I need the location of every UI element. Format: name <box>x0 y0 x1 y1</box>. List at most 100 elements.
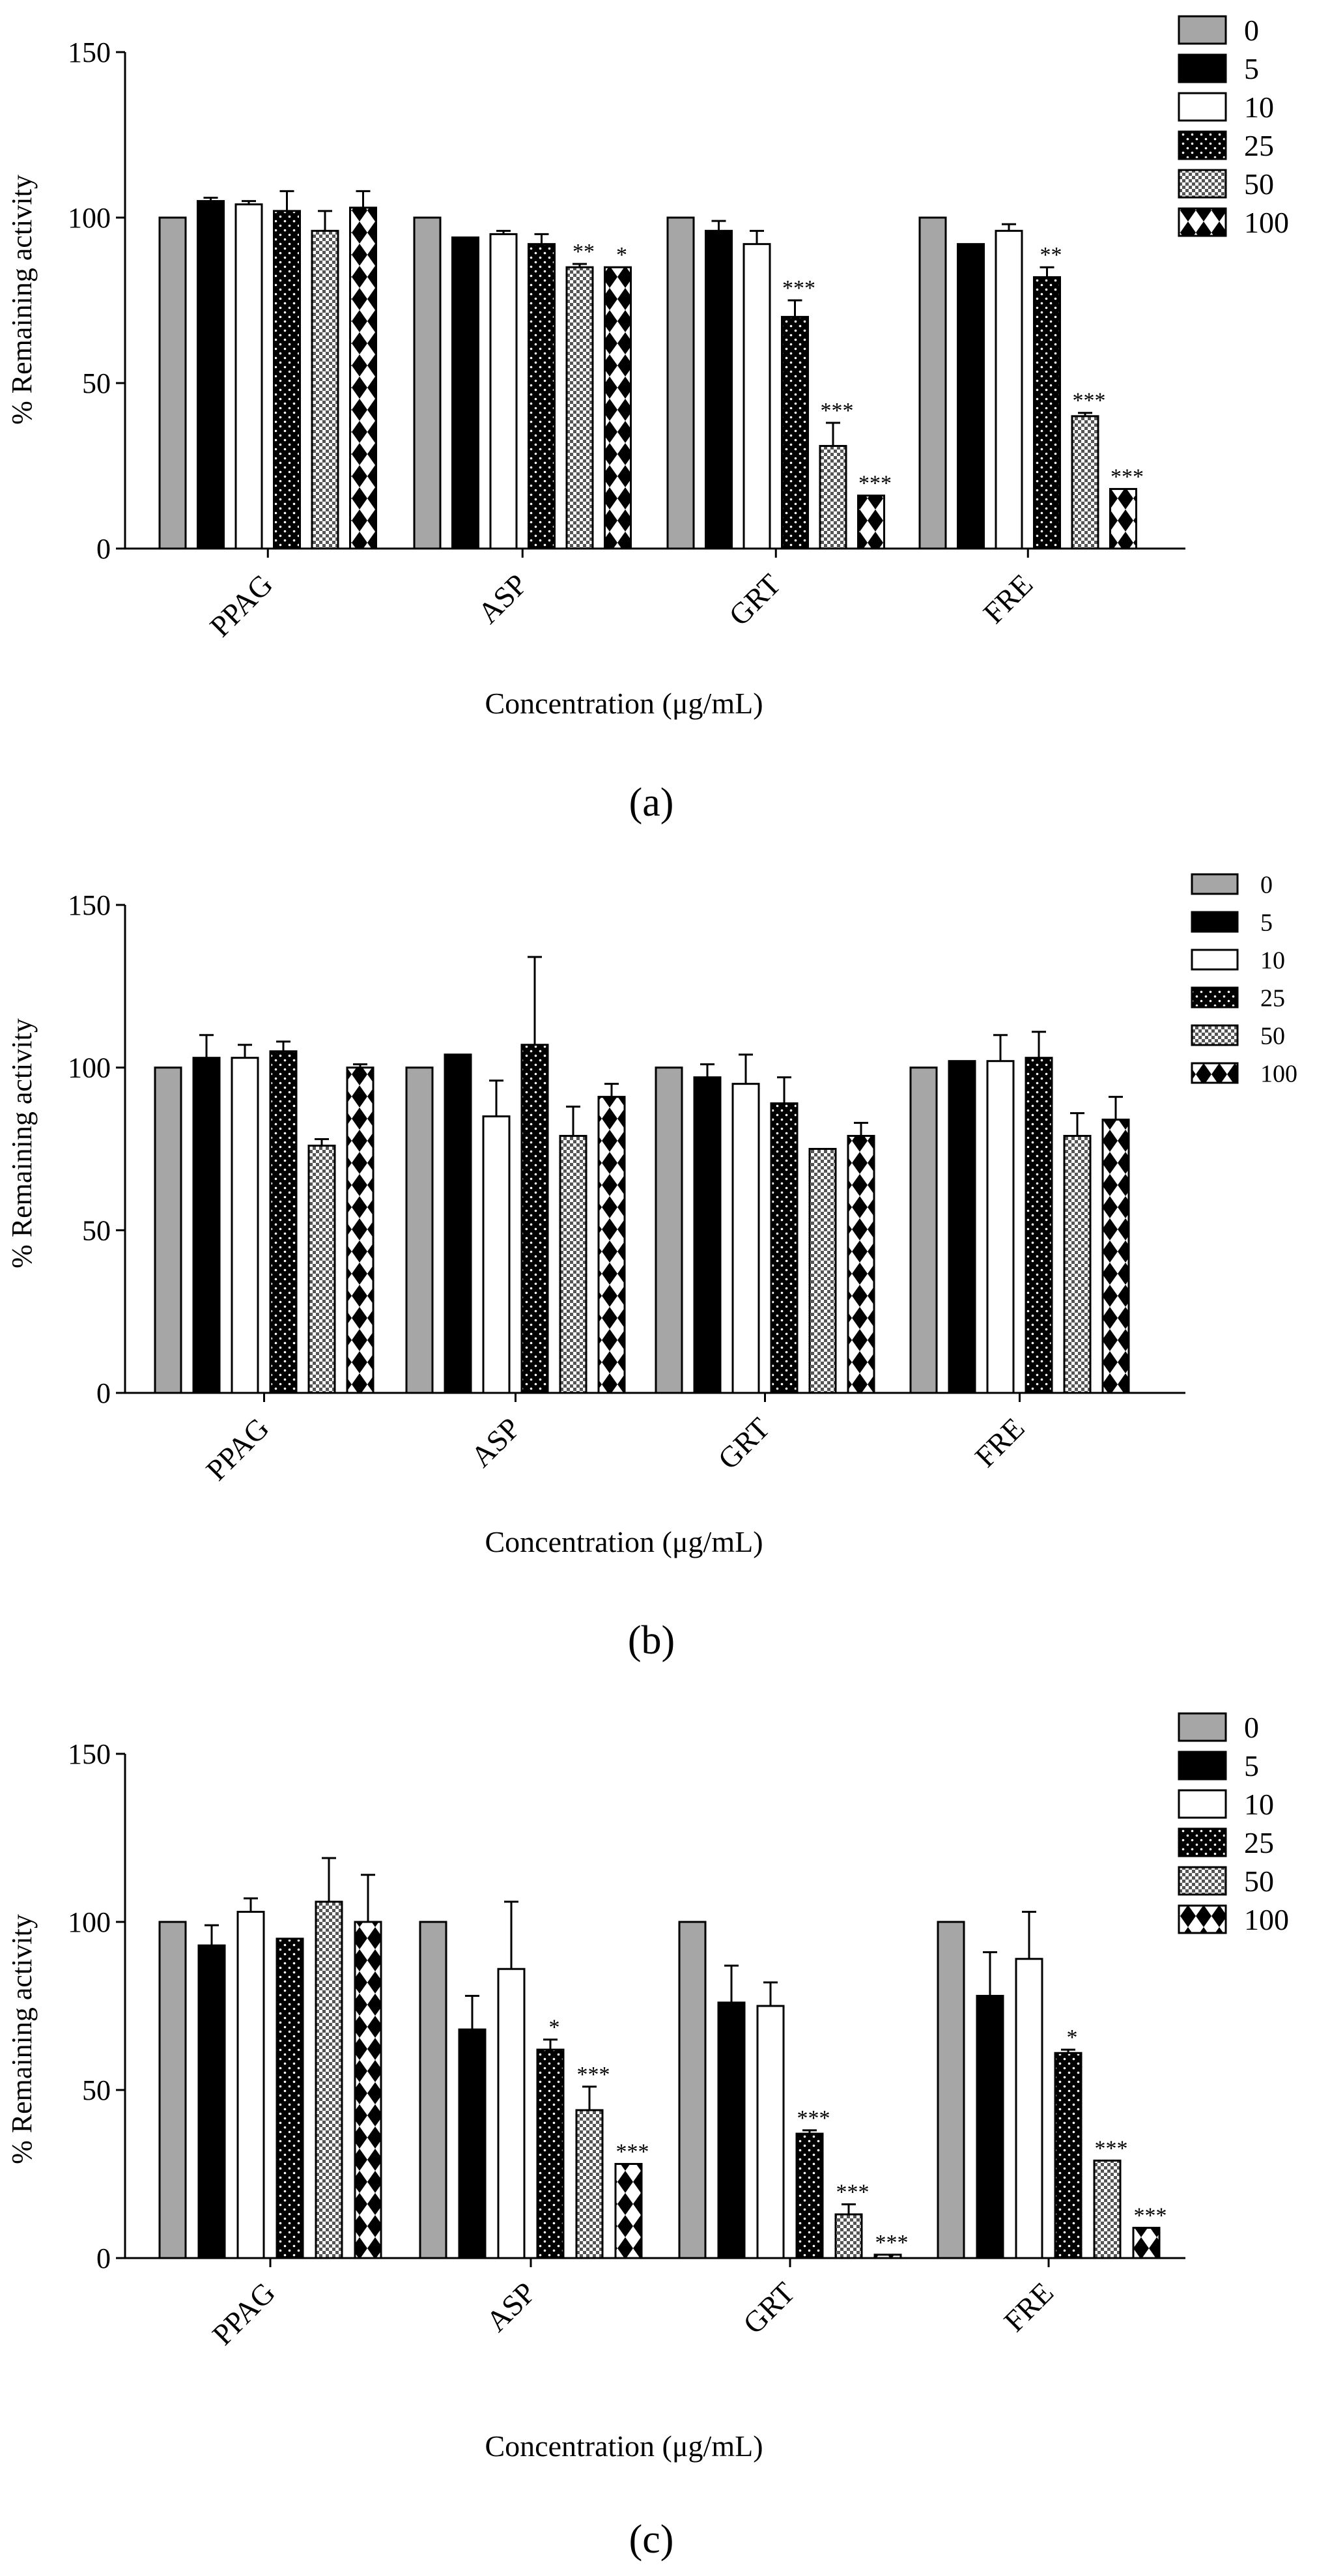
y-tick-label: 50 <box>82 1214 111 1246</box>
category-label-asp: ASP <box>464 1411 527 1474</box>
panel-label-c: (c) <box>629 2517 674 2562</box>
legend-label-25: 25 <box>1244 129 1274 162</box>
legend-swatch-0 <box>1178 1712 1227 1742</box>
y-axis-label: % Remaining activity <box>6 175 38 425</box>
bar-0-FRE <box>909 1066 938 1394</box>
bar-5-GRT <box>717 2001 746 2259</box>
y-axis-label: % Remaining activity <box>6 1018 38 1268</box>
legend-label-50: 50 <box>1244 167 1274 201</box>
bar-100-ASP <box>597 1096 626 1394</box>
axes <box>124 52 1185 550</box>
y-ticks: 0 50 100 150 <box>68 36 125 565</box>
category-label-grt: GRT <box>711 1411 776 1476</box>
legend-swatch-5 <box>1178 53 1227 83</box>
bar-25-FRE <box>1033 276 1061 550</box>
legend-swatch-25 <box>1191 986 1239 1009</box>
bar-50-GRT <box>808 1148 837 1394</box>
category-label-ppag: PPAG <box>199 1411 275 1487</box>
category-label-grt: GRT <box>722 567 787 632</box>
significance-marker: * <box>1067 2025 1078 2050</box>
significance-marker: *** <box>616 2140 649 2164</box>
legend-swatch-50 <box>1178 169 1227 199</box>
y-tick-label: 100 <box>68 202 111 234</box>
bar-0-PPAG <box>158 216 187 550</box>
bar-50-PPAG <box>307 1145 336 1394</box>
bar-100-PPAG <box>349 207 377 550</box>
bar-series: *********************** <box>158 1857 1167 2259</box>
y-tick-label: 150 <box>68 889 111 921</box>
legend-label-5: 5 <box>1260 909 1273 936</box>
legend-label-100: 100 <box>1244 206 1289 239</box>
legend-label-10: 10 <box>1260 947 1285 974</box>
legend-swatch-10 <box>1178 1789 1227 1819</box>
legend-swatch-0 <box>1178 15 1227 45</box>
significance-marker: ** <box>573 240 595 264</box>
bar-25-ASP <box>536 2048 565 2259</box>
bar-10-GRT <box>743 243 771 550</box>
y-ticks: 0 50 100 150 <box>68 889 125 1409</box>
legend: 0 5 10 25 50 100 <box>1178 14 1289 239</box>
bar-25-PPAG <box>269 1050 298 1394</box>
x-axis-label: Concentration (μg/mL) <box>485 2429 763 2463</box>
legend-swatch-0 <box>1191 873 1239 895</box>
significance-marker: * <box>549 2016 560 2040</box>
legend-label-50: 50 <box>1260 1022 1285 1050</box>
legend-label-0: 0 <box>1244 14 1259 47</box>
legend-swatch-50 <box>1191 1024 1239 1046</box>
y-tick-label: 0 <box>96 1377 111 1409</box>
bar-0-GRT <box>666 216 695 550</box>
bar-100-ASP <box>604 266 632 550</box>
legend-label-100: 100 <box>1244 1903 1289 1936</box>
bar-0-FRE <box>937 1921 965 2259</box>
y-tick-label: 100 <box>68 1906 111 1938</box>
category-label-fre: FRE <box>997 2276 1060 2338</box>
bar-25-FRE <box>1054 2052 1082 2259</box>
significance-marker: *** <box>1111 465 1144 489</box>
bar-25-GRT <box>781 315 809 550</box>
bar-50-FRE <box>1093 2159 1122 2259</box>
bar-0-GRT <box>655 1066 683 1394</box>
bar-5-GRT <box>705 229 733 550</box>
bar-5-ASP <box>451 236 479 550</box>
bar-0-ASP <box>413 216 442 550</box>
legend-swatch-25 <box>1178 130 1227 160</box>
legend-label-50: 50 <box>1244 1865 1274 1898</box>
legend-label-0: 0 <box>1260 871 1273 898</box>
bar-50-PPAG <box>311 229 339 550</box>
legend-swatch-10 <box>1178 92 1227 122</box>
bar-50-FRE <box>1063 1135 1092 1394</box>
axes <box>124 1754 1185 2259</box>
x-axis-label: Concentration (μg/mL) <box>485 1525 763 1558</box>
bar-100-FRE <box>1101 1119 1130 1394</box>
significance-marker: *** <box>797 2106 830 2130</box>
bar-50-ASP <box>575 2109 604 2259</box>
bar-5-ASP <box>458 2028 487 2259</box>
bar-10-GRT <box>756 2005 785 2259</box>
bar-50-FRE <box>1071 415 1099 550</box>
legend: 0 5 10 25 50 100 <box>1191 871 1297 1087</box>
bar-5-GRT <box>693 1076 722 1394</box>
y-tick-label: 150 <box>68 36 111 68</box>
significance-marker: * <box>616 243 627 267</box>
category-labels: PPAG ASP GRT FRE <box>203 549 1039 643</box>
bar-5-PPAG <box>197 200 225 550</box>
bar-5-FRE <box>976 1995 1004 2259</box>
significance-marker: *** <box>858 472 892 496</box>
bar-5-ASP <box>444 1053 472 1394</box>
significance-marker: *** <box>1134 2204 1167 2228</box>
legend-label-10: 10 <box>1244 1788 1274 1821</box>
bar-10-FRE <box>1015 1958 1043 2259</box>
legend-label-25: 25 <box>1244 1826 1274 1859</box>
category-label-fre: FRE <box>969 1411 1031 1474</box>
significance-marker: *** <box>782 276 815 300</box>
legend-label-25: 25 <box>1260 984 1285 1012</box>
y-tick-label: 0 <box>96 2242 111 2274</box>
legend-swatch-5 <box>1178 1751 1227 1781</box>
bar-10-FRE <box>986 1060 1015 1394</box>
y-tick-label: 150 <box>68 1738 111 1770</box>
bar-0-ASP <box>419 1921 447 2259</box>
category-label-asp: ASP <box>479 2276 542 2338</box>
bar-10-ASP <box>489 233 518 550</box>
